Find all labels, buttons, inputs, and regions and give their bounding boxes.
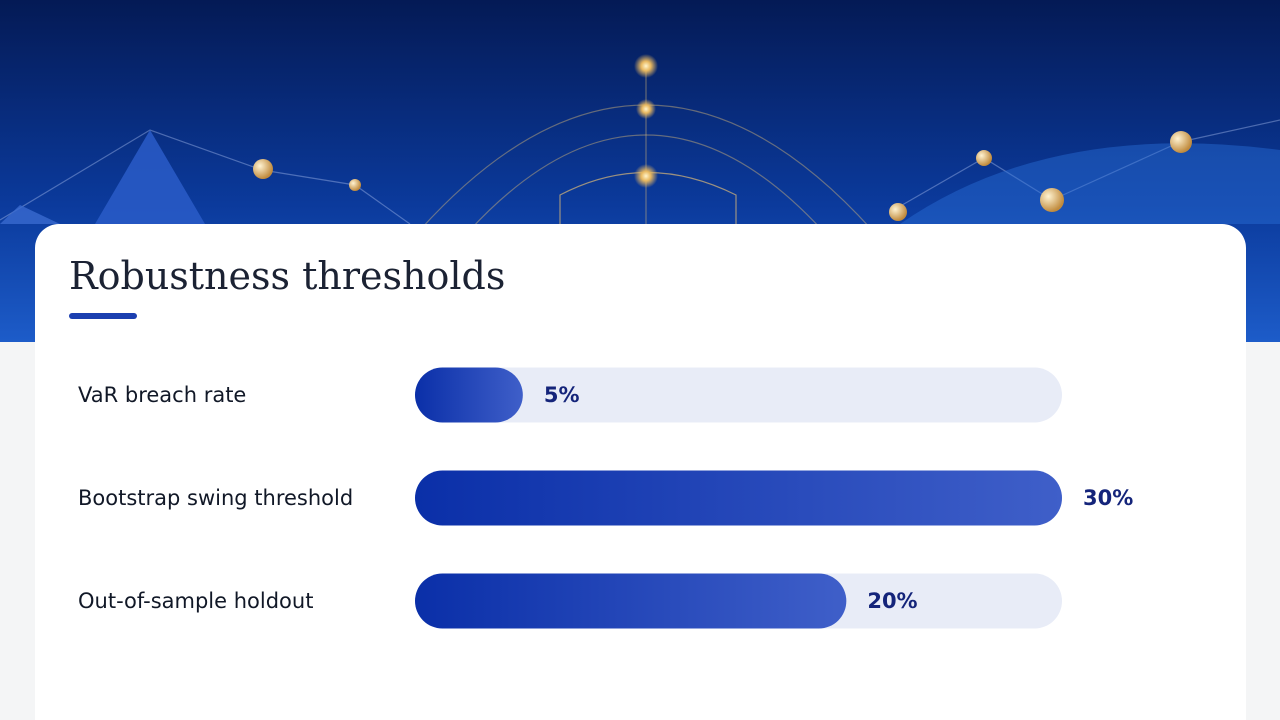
bar xyxy=(415,573,847,629)
plot: VaR breach rate 5% Bootstrap swing thresho… xyxy=(78,367,1133,629)
value-label: 20% xyxy=(867,589,917,613)
chart-title: Robustness thresholds xyxy=(69,254,505,298)
value-label: 30% xyxy=(1083,486,1133,510)
bar-track xyxy=(415,367,1062,423)
category-label: Bootstrap swing threshold xyxy=(78,486,353,510)
bar xyxy=(415,470,1062,526)
category-label: Out-of-sample holdout xyxy=(78,589,313,613)
bar xyxy=(415,367,523,423)
value-label: 5% xyxy=(544,383,580,407)
category-label: VaR breach rate xyxy=(78,383,246,407)
title-accent xyxy=(69,313,137,319)
